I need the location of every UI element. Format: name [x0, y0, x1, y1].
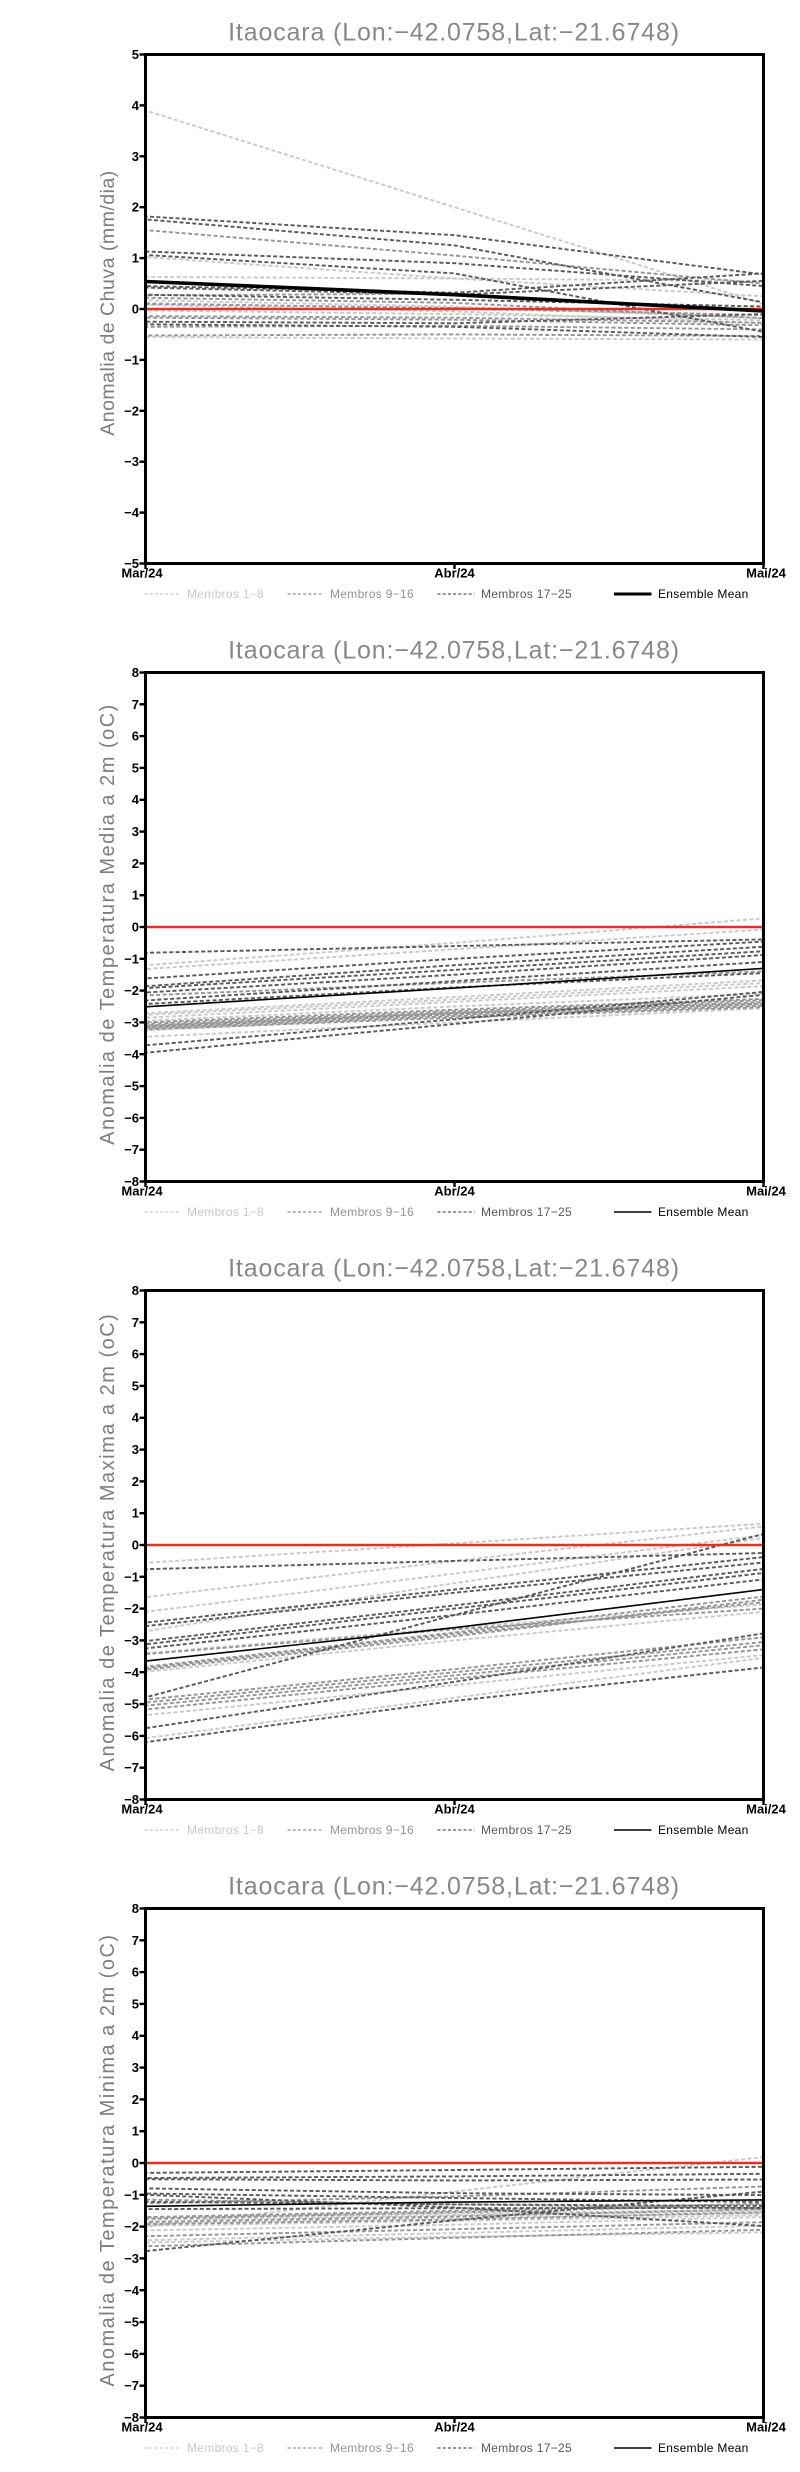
svg-text:−2: −2 — [124, 983, 139, 998]
svg-text:Ensemble Mean: Ensemble Mean — [658, 1823, 749, 1837]
svg-text:−8: −8 — [124, 2410, 139, 2425]
svg-text:0: 0 — [132, 920, 139, 935]
svg-text:3: 3 — [132, 2060, 139, 2075]
svg-text:−2: −2 — [124, 403, 139, 418]
svg-text:0: 0 — [132, 302, 139, 317]
svg-text:−5: −5 — [124, 2315, 139, 2330]
svg-text:4: 4 — [132, 792, 140, 807]
svg-text:5: 5 — [132, 47, 139, 62]
svg-text:8: 8 — [132, 665, 139, 680]
svg-text:6: 6 — [132, 729, 139, 744]
svg-text:−8: −8 — [124, 1174, 139, 1189]
svg-text:Mai/24: Mai/24 — [746, 1802, 787, 1817]
svg-text:1: 1 — [132, 251, 139, 266]
svg-text:Mai/24: Mai/24 — [746, 1184, 787, 1199]
svg-text:5: 5 — [132, 760, 139, 775]
svg-text:Mar/24: Mar/24 — [121, 1802, 163, 1817]
svg-text:Membros 9−16: Membros 9−16 — [330, 1823, 414, 1837]
svg-text:7: 7 — [132, 1315, 139, 1330]
svg-text:−4: −4 — [124, 1047, 140, 1062]
svg-text:−2: −2 — [124, 1601, 139, 1616]
svg-text:−7: −7 — [124, 1760, 139, 1775]
svg-text:Mar/24: Mar/24 — [121, 1184, 163, 1199]
svg-text:Membros 17−25: Membros 17−25 — [481, 587, 572, 601]
svg-text:−3: −3 — [124, 454, 139, 469]
svg-text:Mai/24: Mai/24 — [746, 2420, 787, 2435]
svg-text:7: 7 — [132, 697, 139, 712]
svg-text:1: 1 — [132, 2124, 139, 2139]
svg-text:Membros 1−8: Membros 1−8 — [187, 587, 264, 601]
svg-text:3: 3 — [132, 824, 139, 839]
svg-text:4: 4 — [132, 98, 140, 113]
svg-text:1: 1 — [132, 1506, 139, 1521]
svg-text:3: 3 — [132, 149, 139, 164]
svg-text:−4: −4 — [124, 505, 140, 520]
svg-text:−7: −7 — [124, 2378, 139, 2393]
svg-text:−3: −3 — [124, 1633, 139, 1648]
svg-text:Membros 9−16: Membros 9−16 — [330, 587, 414, 601]
svg-text:−5: −5 — [124, 1079, 139, 1094]
svg-text:−5: −5 — [124, 1697, 139, 1712]
svg-text:2: 2 — [132, 200, 139, 215]
svg-text:−1: −1 — [124, 2187, 139, 2202]
svg-text:−1: −1 — [124, 951, 139, 966]
svg-text:−7: −7 — [124, 1142, 139, 1157]
svg-text:Anomalia de Temperatura Media: Anomalia de Temperatura Media a 2m (oC) — [97, 703, 119, 1145]
svg-text:−6: −6 — [124, 2346, 139, 2361]
svg-text:8: 8 — [132, 1283, 139, 1298]
svg-text:8: 8 — [132, 1901, 139, 1916]
svg-text:Membros 9−16: Membros 9−16 — [330, 2441, 414, 2455]
svg-text:−8: −8 — [124, 1792, 139, 1807]
svg-text:Mar/24: Mar/24 — [121, 2420, 163, 2435]
svg-text:0: 0 — [132, 2156, 139, 2171]
svg-text:5: 5 — [132, 1378, 139, 1393]
svg-text:−4: −4 — [124, 2283, 140, 2298]
svg-text:Mar/24: Mar/24 — [121, 566, 163, 581]
svg-text:−1: −1 — [124, 352, 139, 367]
svg-text:Membros 1−8: Membros 1−8 — [187, 1823, 264, 1837]
svg-text:2: 2 — [132, 856, 139, 871]
svg-text:1: 1 — [132, 888, 139, 903]
svg-text:Ensemble Mean: Ensemble Mean — [658, 2441, 749, 2455]
svg-text:Anomalia de Chuva (mm/dia): Anomalia de Chuva (mm/dia) — [97, 170, 119, 436]
svg-text:0: 0 — [132, 1538, 139, 1553]
svg-text:Itaocara (Lon:−42.0758,Lat:−2: Itaocara (Lon:−42.0758,Lat:−21.6748) — [228, 1255, 680, 1283]
svg-text:Ensemble Mean: Ensemble Mean — [658, 587, 749, 601]
svg-text:4: 4 — [132, 2028, 140, 2043]
svg-text:Membros 17−25: Membros 17−25 — [481, 1823, 572, 1837]
svg-text:6: 6 — [132, 1347, 139, 1362]
svg-text:Membros 1−8: Membros 1−8 — [187, 1205, 264, 1219]
svg-text:−3: −3 — [124, 2251, 139, 2266]
svg-text:Abr/24: Abr/24 — [434, 2420, 475, 2435]
svg-text:Membros 17−25: Membros 17−25 — [481, 2441, 572, 2455]
svg-text:2: 2 — [132, 2092, 139, 2107]
svg-text:Abr/24: Abr/24 — [434, 566, 475, 581]
svg-text:−2: −2 — [124, 2219, 139, 2234]
svg-text:−4: −4 — [124, 1665, 140, 1680]
svg-text:Anomalia de Temperatura Minima: Anomalia de Temperatura Minima a 2m (oC) — [97, 1933, 119, 2386]
svg-text:5: 5 — [132, 1996, 139, 2011]
svg-text:−6: −6 — [124, 1728, 139, 1743]
svg-text:−1: −1 — [124, 1569, 139, 1584]
svg-text:Membros 9−16: Membros 9−16 — [330, 1205, 414, 1219]
svg-text:−3: −3 — [124, 1015, 139, 1030]
svg-text:Anomalia de Temperatura Maxima: Anomalia de Temperatura Maxima a 2m (oC) — [97, 1313, 119, 1772]
svg-text:Membros 1−8: Membros 1−8 — [187, 2441, 264, 2455]
svg-text:Ensemble Mean: Ensemble Mean — [658, 1205, 749, 1219]
svg-text:Abr/24: Abr/24 — [434, 1184, 475, 1199]
svg-text:Itaocara (Lon:−42.0758,Lat:−2: Itaocara (Lon:−42.0758,Lat:−21.6748) — [228, 1873, 680, 1901]
svg-text:7: 7 — [132, 1933, 139, 1948]
svg-text:Membros 17−25: Membros 17−25 — [481, 1205, 572, 1219]
svg-text:Itaocara (Lon:−42.0758,Lat:−2: Itaocara (Lon:−42.0758,Lat:−21.6748) — [228, 637, 680, 665]
svg-text:3: 3 — [132, 1442, 139, 1457]
svg-text:2: 2 — [132, 1474, 139, 1489]
svg-text:Itaocara (Lon:−42.0758,Lat:−2: Itaocara (Lon:−42.0758,Lat:−21.6748) — [228, 19, 680, 47]
svg-text:Mai/24: Mai/24 — [746, 566, 787, 581]
svg-text:6: 6 — [132, 1965, 139, 1980]
svg-text:−6: −6 — [124, 1110, 139, 1125]
svg-text:Abr/24: Abr/24 — [434, 1802, 475, 1817]
svg-text:−5: −5 — [124, 556, 139, 571]
svg-text:4: 4 — [132, 1410, 140, 1425]
